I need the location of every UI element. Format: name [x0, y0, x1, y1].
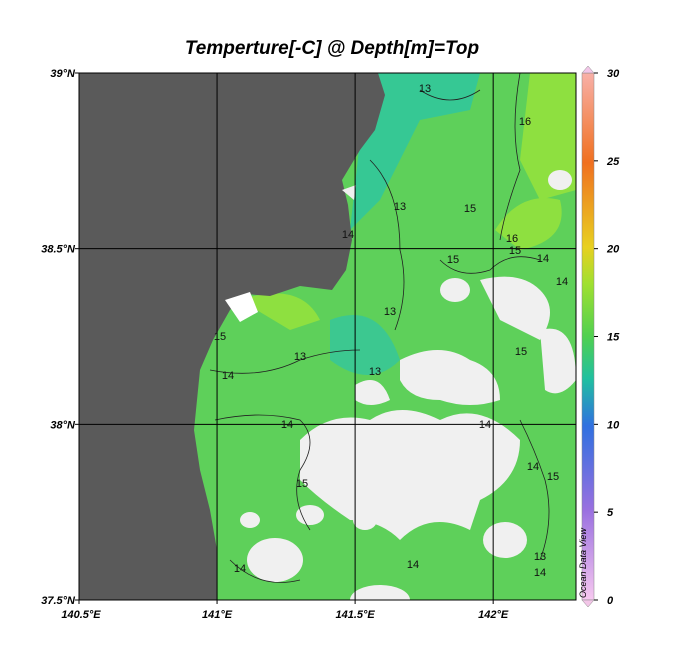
- contour-label: 14: [534, 567, 546, 579]
- contour-label: 13: [394, 201, 406, 213]
- contour-label: 14: [556, 276, 568, 288]
- contour-label: 15: [515, 346, 527, 358]
- contour-label: 14: [281, 419, 293, 431]
- contour-label: 14: [407, 559, 419, 571]
- contour-label: 15: [464, 203, 476, 215]
- contour-label: 16: [519, 116, 531, 128]
- colorbar-label: 15: [607, 332, 620, 344]
- contour-label: 14: [527, 461, 539, 473]
- colorbar: [581, 72, 595, 601]
- y-tick-label: 39°N: [50, 68, 76, 80]
- watermark: Ocean Data View: [578, 528, 588, 598]
- land-gap: [225, 292, 258, 322]
- y-tick-label: 38.5°N: [41, 244, 76, 256]
- warm-water: [240, 293, 320, 330]
- y-tick-label: 37.5°N: [41, 595, 76, 607]
- cool-water: [330, 315, 400, 375]
- colorbar-label: 0: [607, 595, 614, 607]
- contour-label: 13: [294, 351, 306, 363]
- contour-label: 14: [222, 370, 234, 382]
- contour-label: 15: [547, 471, 559, 483]
- contour-label: 13: [419, 83, 431, 95]
- colorbar-label: 25: [606, 156, 620, 168]
- contour-label: 15: [214, 331, 226, 343]
- cool-water: [350, 73, 480, 230]
- colorbar-label: 10: [607, 419, 620, 431]
- contour-label: 14: [342, 229, 354, 241]
- contour-label: 15: [447, 254, 459, 266]
- contour-label: 15: [296, 478, 308, 490]
- warm-water: [520, 73, 576, 200]
- map-title: Temperture[-C] @ Depth[m]=Top: [185, 38, 479, 59]
- warm-water: [495, 198, 562, 250]
- contour-label: 14: [537, 253, 549, 265]
- map-frame: [78, 72, 577, 601]
- land: [79, 73, 385, 600]
- map-area: [79, 73, 576, 600]
- y-tick-label: 38°N: [50, 419, 76, 431]
- x-tick-label: 142°E: [478, 609, 509, 621]
- contour-label: 15: [509, 245, 521, 257]
- contour-label: 13: [369, 366, 381, 378]
- contour-line: [209, 73, 550, 583]
- colorbar-label: 5: [607, 507, 614, 519]
- colorbar-label: 30: [607, 68, 620, 80]
- contour-label: 13: [384, 306, 396, 318]
- contour-label: 16: [506, 233, 518, 245]
- contour-label: 13: [534, 551, 546, 563]
- x-tick-label: 141°E: [202, 609, 233, 621]
- x-tick-label: 141.5°E: [335, 609, 375, 621]
- land-gap: [342, 185, 356, 200]
- x-tick-label: 140.5°E: [61, 609, 101, 621]
- contour-label: 14: [479, 419, 491, 431]
- contour-label: 14: [234, 563, 246, 575]
- colorbar-label: 20: [606, 244, 620, 256]
- colorbar-arrow: [581, 65, 595, 608]
